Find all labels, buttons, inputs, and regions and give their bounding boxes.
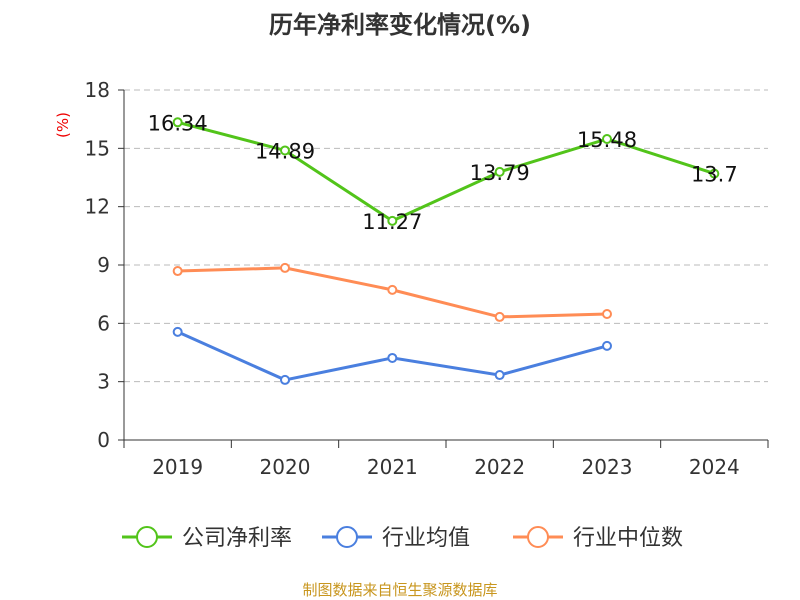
- y-tick-label: 0: [97, 428, 110, 452]
- legend-marker: [336, 526, 358, 548]
- data-point: [172, 326, 183, 337]
- y-axis-label: (%): [54, 112, 72, 138]
- data-label: 16.34: [148, 111, 208, 135]
- y-tick-label: 15: [85, 136, 110, 160]
- x-tick-label: 2024: [689, 455, 740, 479]
- data-label: 13.79: [470, 161, 530, 185]
- data-point: [494, 370, 505, 381]
- data-point: [387, 284, 398, 295]
- y-tick-label: 6: [97, 311, 110, 335]
- data-point: [602, 134, 612, 144]
- data-label: 13.7: [691, 163, 738, 187]
- data-point: [387, 352, 398, 363]
- data-point: [494, 166, 505, 177]
- series-line: [177, 120, 715, 223]
- x-tick-label: 2023: [582, 455, 633, 479]
- legend-item[interactable]: 行业中位数: [573, 526, 683, 551]
- data-label: 14.89: [255, 139, 315, 163]
- y-tick-label: 18: [85, 78, 110, 102]
- y-tick-label: 12: [85, 195, 110, 219]
- data-point: [709, 168, 720, 179]
- x-tick-label: 2019: [152, 455, 203, 479]
- data-point: [172, 117, 183, 128]
- data-point: [602, 309, 612, 319]
- x-tick-label: 2022: [474, 455, 525, 479]
- data-point: [387, 215, 398, 226]
- legend-item[interactable]: 公司净利率: [182, 526, 292, 551]
- legend-marker: [527, 526, 549, 548]
- data-label: 15.48: [577, 128, 637, 152]
- legend-item[interactable]: 行业均值: [382, 526, 470, 551]
- y-tick-label: 3: [97, 370, 110, 394]
- data-point: [494, 311, 505, 322]
- x-tick-label: 2021: [367, 455, 418, 479]
- legend-marker: [136, 526, 158, 548]
- footer-source: 制图数据来自恒生聚源数据库: [302, 581, 497, 599]
- y-tick-label: 9: [97, 253, 110, 277]
- data-point: [280, 262, 290, 273]
- chart-title: 历年净利率变化情况(%): [269, 11, 531, 39]
- data-point: [602, 340, 612, 351]
- data-point: [280, 145, 290, 156]
- x-tick-label: 2020: [260, 455, 311, 479]
- data-label: 11.27: [362, 210, 422, 234]
- data-point: [172, 266, 183, 277]
- data-point: [280, 374, 290, 385]
